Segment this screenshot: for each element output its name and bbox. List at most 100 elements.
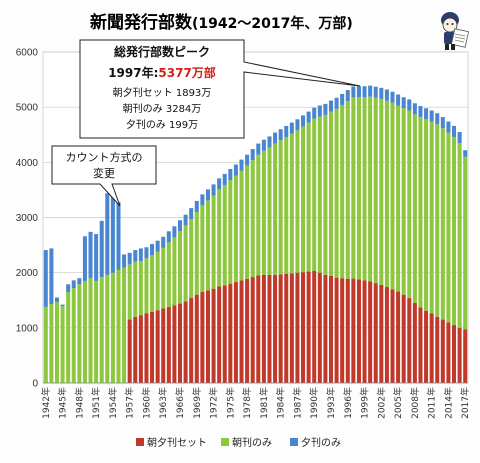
bar-segment: [150, 243, 155, 256]
legend-swatch-evening: [290, 438, 298, 446]
bar-segment: [43, 306, 48, 383]
bar-segment: [373, 283, 378, 383]
bar-segment: [356, 279, 361, 383]
x-tick-label: 1978年: [241, 387, 253, 419]
bar-segment: [440, 128, 445, 320]
bar-segment: [261, 274, 266, 383]
bar-segment: [267, 274, 272, 383]
bar-segment: [412, 103, 417, 115]
bar-segment: [323, 114, 328, 275]
bar-segment: [228, 168, 233, 180]
bar-segment: [278, 140, 283, 275]
bar-segment: [239, 159, 244, 171]
bar-segment: [144, 258, 149, 314]
x-tick-label: 1948年: [73, 387, 85, 419]
method-change-box: [51, 145, 157, 207]
bar-segment: [390, 289, 395, 383]
bar-segment: [133, 250, 138, 262]
bar-segment: [200, 291, 205, 383]
bar-segment: [99, 277, 104, 383]
legend-label-morning: 朝刊のみ: [232, 437, 272, 449]
peak-callout-evening: 夕刊のみ 199万: [126, 119, 198, 131]
bar-segment: [323, 274, 328, 383]
bar-segment: [144, 247, 149, 259]
y-tick-label: 0: [32, 379, 38, 390]
bar-segment: [127, 264, 132, 320]
bar-segment: [161, 236, 166, 248]
bar-segment: [368, 281, 373, 383]
bar-segment: [211, 184, 216, 196]
bar-segment: [183, 225, 188, 302]
bar-segment: [401, 294, 406, 383]
bar-segment: [189, 298, 194, 383]
bar-segment: [177, 220, 183, 232]
bar-segment: [390, 91, 395, 103]
bar-segment: [384, 89, 389, 101]
bar-segment: [66, 284, 71, 292]
x-tick-label: 1996年: [342, 387, 354, 419]
bar-segment: [222, 184, 227, 286]
bar-segment: [116, 202, 121, 270]
bar-segment: [54, 297, 59, 302]
bar-segment: [306, 122, 311, 272]
bar-segment: [340, 104, 345, 279]
bar-segment: [435, 113, 440, 125]
bar-segment: [183, 214, 188, 226]
legend: 朝夕刊セット 朝刊のみ 夕刊のみ: [136, 437, 341, 449]
x-tick-label: 1975年: [224, 387, 236, 419]
x-tick-label: 1942年: [40, 387, 52, 419]
bar-segment: [43, 250, 48, 307]
bar-segment: [373, 86, 378, 98]
bar-segment: [368, 96, 373, 282]
bar-segment: [155, 310, 160, 383]
y-tick-label: 2000: [16, 268, 39, 279]
bar-segment: [407, 99, 412, 111]
bar-segment: [407, 110, 412, 299]
bar-segment: [312, 271, 317, 383]
x-tick-label: 2002年: [375, 387, 387, 419]
bar-segment: [295, 130, 300, 273]
bar-segment: [267, 147, 272, 275]
bar-segment: [88, 231, 93, 279]
bar-segment: [328, 275, 334, 383]
bar-segment: [328, 111, 334, 276]
bar-segment: [71, 280, 76, 289]
bar-segment: [306, 111, 311, 123]
bar-segment: [127, 319, 132, 383]
bar-segment: [239, 170, 244, 281]
bar-segment: [161, 308, 166, 383]
bar-segment: [390, 102, 395, 290]
bar-segment: [82, 280, 87, 383]
bar-segment: [116, 269, 121, 383]
bar-segment: [396, 94, 401, 106]
x-tick-label: 1954年: [107, 387, 119, 419]
bar-segment: [379, 284, 384, 383]
bar-segment: [222, 173, 227, 185]
bar-segment: [211, 288, 216, 383]
bar-segment: [289, 273, 294, 383]
bar-segment: [256, 154, 261, 276]
bar-segment: [306, 271, 311, 383]
bar-segment: [401, 97, 406, 109]
bar-segment: [412, 303, 417, 383]
bar-segment: [133, 316, 138, 383]
bar-segment: [345, 90, 350, 102]
bar-segment: [278, 274, 283, 383]
y-tick-label: 3000: [16, 213, 39, 224]
method-change-line2: 変更: [93, 166, 115, 180]
bar-segment: [284, 136, 289, 274]
bar-segment: [200, 205, 205, 292]
bar-segment: [284, 125, 289, 137]
method-change-callout: カウント方式の 変更: [51, 145, 157, 207]
bar-segment: [435, 124, 440, 317]
bar-segment: [429, 313, 434, 383]
bar-segment: [384, 287, 389, 383]
bar-segment: [362, 280, 367, 383]
x-tick-label: 1972年: [208, 387, 220, 419]
bar-segment: [205, 290, 210, 383]
bar-segment: [110, 193, 115, 273]
y-tick-label: 4000: [16, 158, 39, 169]
bar-segment: [273, 274, 278, 383]
bar-segment: [312, 107, 317, 119]
